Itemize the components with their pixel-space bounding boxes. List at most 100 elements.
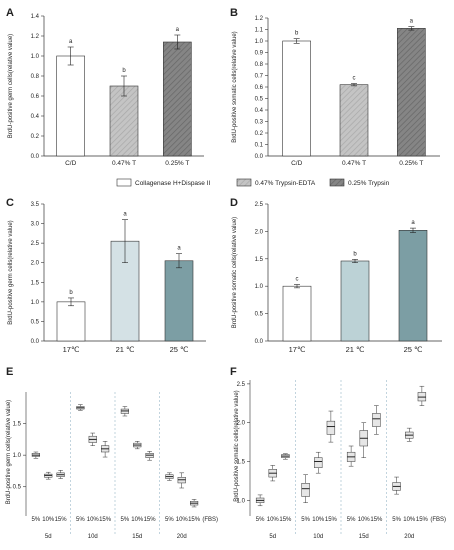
significance-letter-a-0: a (69, 39, 73, 45)
box-f-1-2 (326, 420, 336, 435)
y-tick-label-b: 0.2 (255, 131, 264, 137)
y-tick-label-d: 1.5 (255, 257, 264, 263)
y-tick-label-b: 0.8 (255, 62, 264, 68)
y-axis-label-b: BrdU-positive somatic cells(relative val… (232, 31, 238, 142)
subcategory-label-e-3-0: 5% (165, 517, 174, 523)
y-tick-label-d: 2.5 (255, 202, 264, 208)
y-tick-label-d: 2.0 (255, 229, 264, 235)
subcategory-label-e-1-2: 15% (99, 517, 112, 523)
subcategory-label-e-1-0: 5% (76, 517, 85, 523)
significance-letter-b-1: c (353, 76, 356, 82)
group-label-f-1: 10d (313, 534, 323, 540)
subcategory-label-e-2-2: 15% (144, 517, 157, 523)
significance-letter-d-2: a (411, 220, 415, 226)
category-label-d-1: 21 ℃ (346, 345, 365, 354)
category-label-a-1: 0.47% T (112, 160, 136, 167)
category-label-b-1: 0.47% T (342, 160, 366, 167)
category-label-a-2: 0.25% T (165, 160, 189, 167)
significance-letter-b-0: b (295, 31, 299, 37)
panel-label-b: B (230, 7, 238, 19)
bar-d-2 (398, 230, 428, 342)
y-axis-label-f: BrdU-positive somatic cells(relative val… (234, 390, 240, 501)
group-label-e-0: 5d (45, 534, 52, 540)
legend-swatch-hatch-dark (329, 178, 345, 187)
box-f-1-1 (314, 457, 323, 468)
group-label-f-3: 20d (404, 534, 414, 540)
significance-letter-a-1: b (122, 68, 126, 74)
y-tick-label-a: 0.2 (31, 134, 40, 140)
y-tick-label-b: 0.6 (255, 85, 264, 91)
y-tick-label-b: 0.5 (255, 97, 264, 103)
y-tick-label-b: 0.7 (255, 74, 264, 80)
x-unit-label-e: (FBS) (202, 517, 218, 523)
subcategory-label-e-0-2: 15% (55, 517, 68, 523)
subcategory-label-e-3-2: 15% (188, 517, 201, 523)
legend: Collagenase H+Dispase II 0.47% Trypsin-E… (116, 178, 390, 187)
subcategory-label-f-3-1: 10% (403, 517, 416, 523)
y-tick-label-b: 0.1 (255, 143, 264, 149)
y-tick-label-b: 0.9 (255, 51, 264, 57)
bar-a-2 (163, 41, 192, 157)
bar-d-0 (282, 285, 312, 342)
chart-panel-b: BrdU-positive somatic cells(relative val… (232, 16, 440, 167)
subcategory-label-e-2-1: 10% (131, 517, 144, 523)
subcategory-label-f-2-1: 10% (358, 517, 371, 523)
bar-b-0 (282, 40, 311, 157)
legend-swatch-white (116, 178, 132, 187)
y-axis-label-e: BrdU-positive germ cells(relative value) (6, 400, 12, 504)
significance-letter-b-2: a (410, 19, 414, 25)
y-tick-label-d: 0.5 (255, 312, 264, 318)
panel-label-c: C (6, 197, 14, 209)
category-label-a-0: C/D (65, 160, 77, 167)
box-f-2-2 (372, 413, 381, 427)
subcategory-label-f-2-0: 5% (347, 517, 356, 523)
subcategory-label-e-1-1: 10% (87, 517, 100, 523)
y-tick-label-c: 3.5 (31, 202, 40, 208)
category-label-c-2: 25 ℃ (170, 345, 189, 354)
panel-label-a: A (6, 7, 14, 19)
subcategory-label-e-3-1: 10% (176, 517, 189, 523)
y-tick-label-c: 2.5 (31, 241, 40, 247)
subcategory-label-f-3-2: 15% (416, 517, 429, 523)
legend-label-collagenase: Collagenase H+Dispase II (135, 180, 211, 187)
box-f-1-0 (301, 483, 310, 497)
category-label-d-2: 25 ℃ (404, 345, 423, 354)
category-label-b-2: 0.25% T (399, 160, 423, 167)
significance-letter-c-1: a (123, 212, 127, 218)
subcategory-label-f-3-0: 5% (392, 517, 401, 523)
group-label-e-1: 10d (88, 534, 98, 540)
y-tick-label-f: 2.5 (237, 382, 246, 388)
subcategory-label-f-0-2: 15% (279, 517, 292, 523)
panel-label-d: D (230, 197, 238, 209)
y-tick-label-a: 1.2 (31, 34, 40, 40)
y-tick-label-c: 2.0 (31, 261, 40, 267)
bar-a-1 (109, 85, 139, 157)
y-tick-label-e: 1.5 (13, 422, 22, 428)
y-tick-label-c: 0.5 (31, 319, 40, 325)
panel-label-f: F (230, 366, 237, 378)
group-label-f-2: 15d (359, 534, 369, 540)
y-tick-label-a: 1.0 (31, 54, 40, 60)
y-tick-label-a: 0.0 (31, 154, 40, 160)
y-tick-label-e: 1.0 (13, 453, 22, 459)
subcategory-label-f-1-1: 10% (312, 517, 325, 523)
y-tick-label-c: 1.0 (31, 300, 40, 306)
y-axis-label-d: BrdU-positive somatic cells(relative val… (232, 217, 238, 328)
y-tick-label-b: 1.2 (255, 16, 264, 22)
bar-d-1 (340, 260, 370, 342)
subcategory-label-e-0-0: 5% (32, 517, 41, 523)
y-tick-label-c: 3.0 (31, 222, 40, 228)
category-label-c-0: 17℃ (63, 345, 80, 354)
bar-b-2 (397, 28, 426, 157)
y-tick-label-a: 0.4 (31, 114, 40, 120)
chart-panel-a: BrdU-positive germ cells(relative value)… (8, 14, 204, 167)
y-tick-label-f: 1.5 (237, 460, 246, 466)
bar-c-0 (56, 301, 86, 342)
legend-label-trypsin-edta: 0.47% Trypsin-EDTA (255, 180, 316, 187)
y-tick-label-f: 2.0 (237, 421, 246, 427)
y-tick-label-d: 1.0 (255, 284, 264, 290)
significance-letter-c-0: b (69, 290, 73, 296)
y-tick-label-a: 0.8 (31, 74, 40, 80)
y-tick-label-c: 1.5 (31, 280, 40, 286)
